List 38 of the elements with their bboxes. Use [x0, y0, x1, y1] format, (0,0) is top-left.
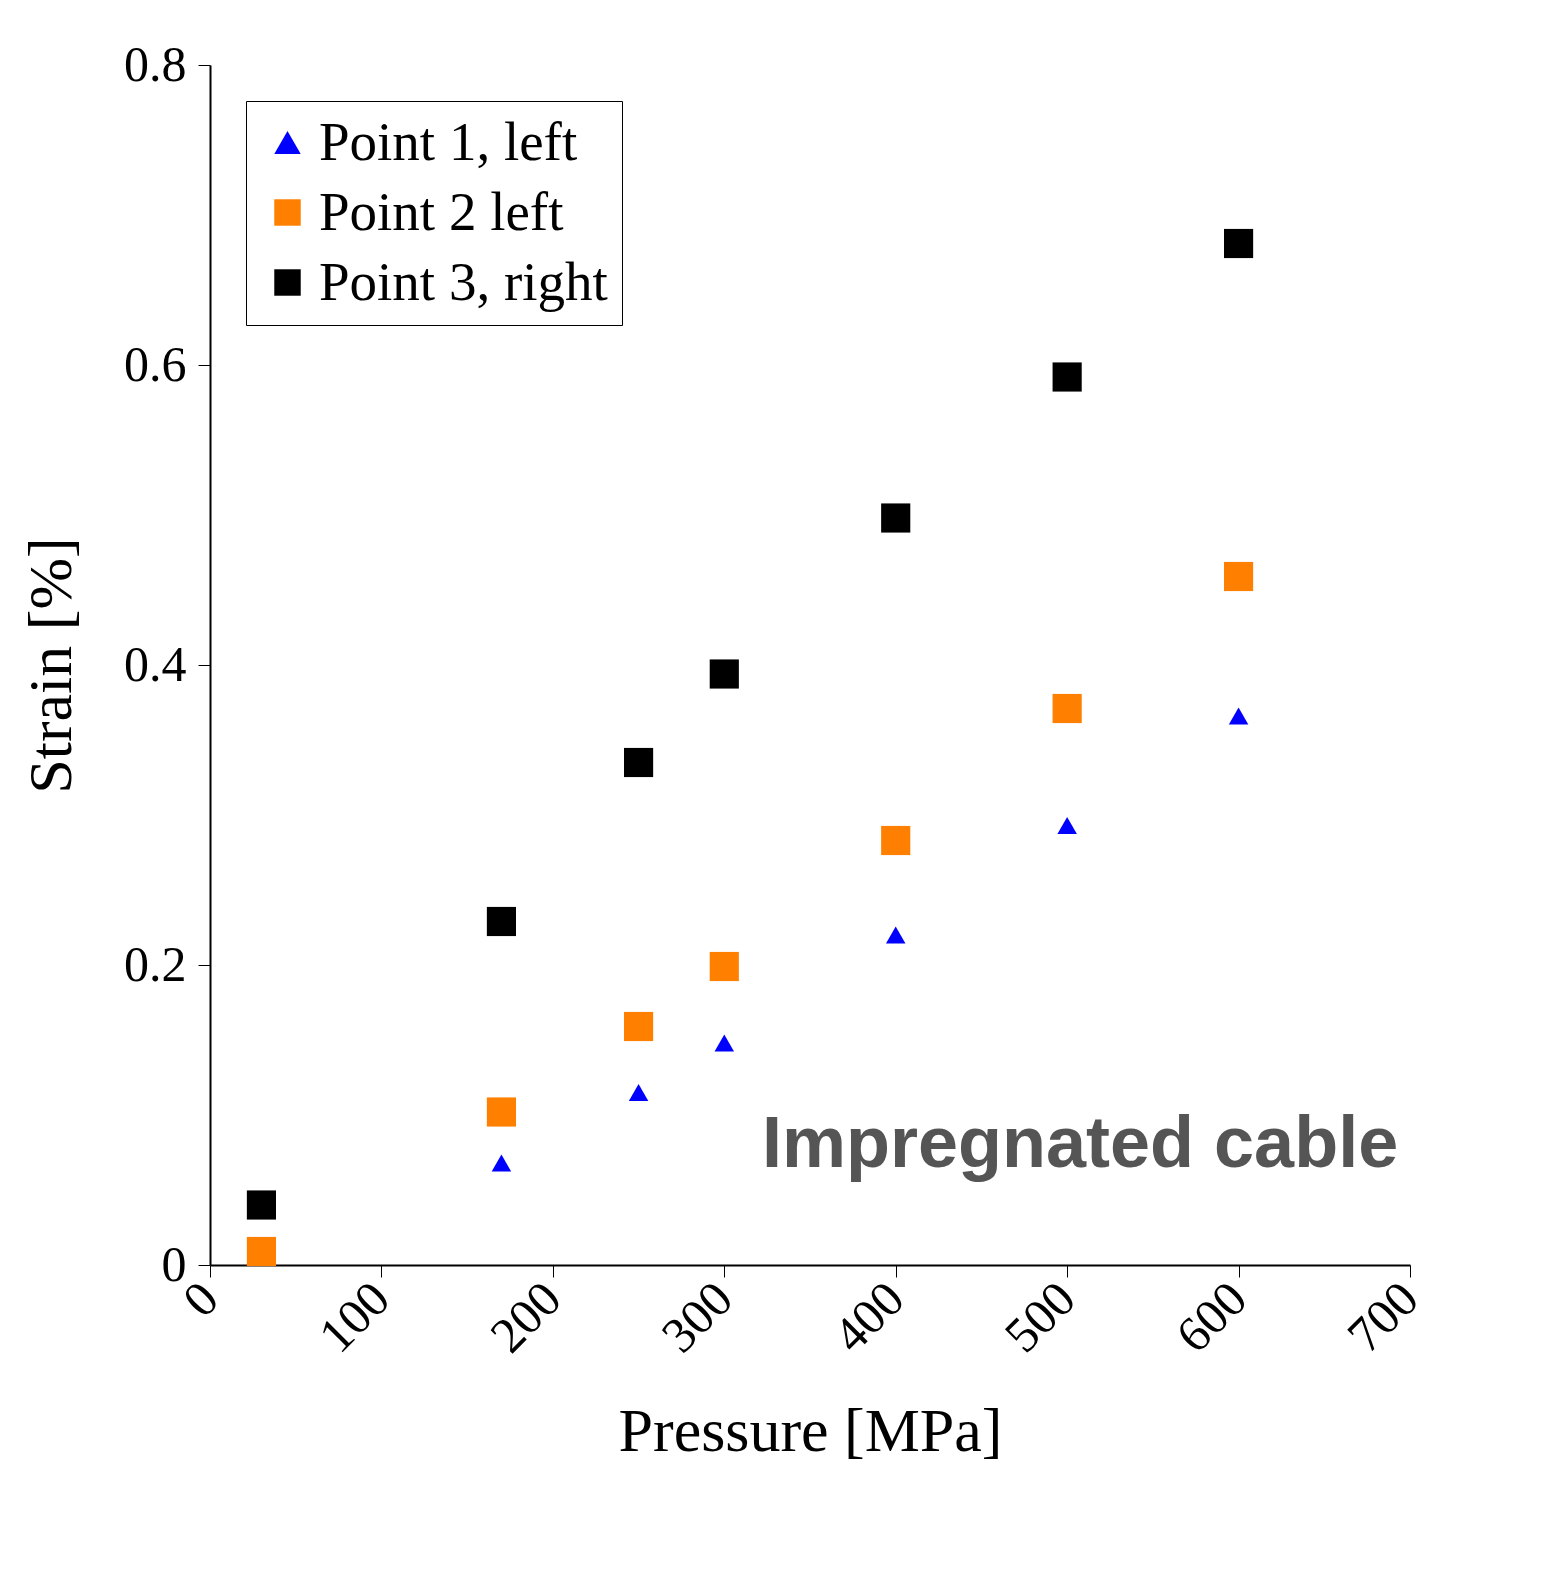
x-tick-label: 300 — [650, 1270, 744, 1363]
point — [881, 503, 911, 533]
point — [709, 659, 739, 689]
y-tick-label: 0 — [161, 1235, 187, 1292]
legend-label: Point 1, left — [319, 110, 578, 172]
x-tick-label: 500 — [993, 1270, 1087, 1363]
point — [1052, 693, 1082, 724]
legend-label: Point 3, right — [319, 250, 608, 312]
point — [486, 1097, 517, 1127]
x-tick-label: 700 — [1336, 1270, 1429, 1363]
legend-label: Point 2 left — [319, 180, 564, 242]
point — [246, 1236, 277, 1267]
point — [885, 926, 906, 944]
annotation: Impregnated cable — [762, 1102, 1399, 1182]
point — [1228, 707, 1249, 725]
point — [709, 951, 739, 982]
y-tick-label: 0.6 — [124, 335, 187, 392]
x-axis-title: Pressure [MPa] — [618, 1396, 1003, 1465]
point — [1223, 228, 1254, 259]
point — [623, 1011, 654, 1042]
point — [1052, 362, 1082, 392]
point — [491, 1154, 512, 1172]
point — [1223, 561, 1254, 592]
point — [246, 1190, 277, 1220]
y-tick-label: 0.4 — [124, 635, 187, 692]
point — [881, 825, 911, 856]
x-tick-label: 400 — [821, 1270, 915, 1363]
x-tick-label: 100 — [307, 1270, 401, 1363]
point — [1057, 817, 1077, 834]
y-tick-label: 0.2 — [124, 935, 187, 992]
point — [486, 906, 517, 937]
point — [628, 1084, 649, 1101]
point — [623, 747, 654, 778]
y-axis-title: Strain [%] — [16, 537, 84, 794]
x-tick-label: 600 — [1164, 1270, 1258, 1363]
point — [714, 1034, 735, 1052]
y-tick-label: 0.8 — [124, 35, 187, 92]
x-tick-label: 200 — [479, 1270, 572, 1363]
